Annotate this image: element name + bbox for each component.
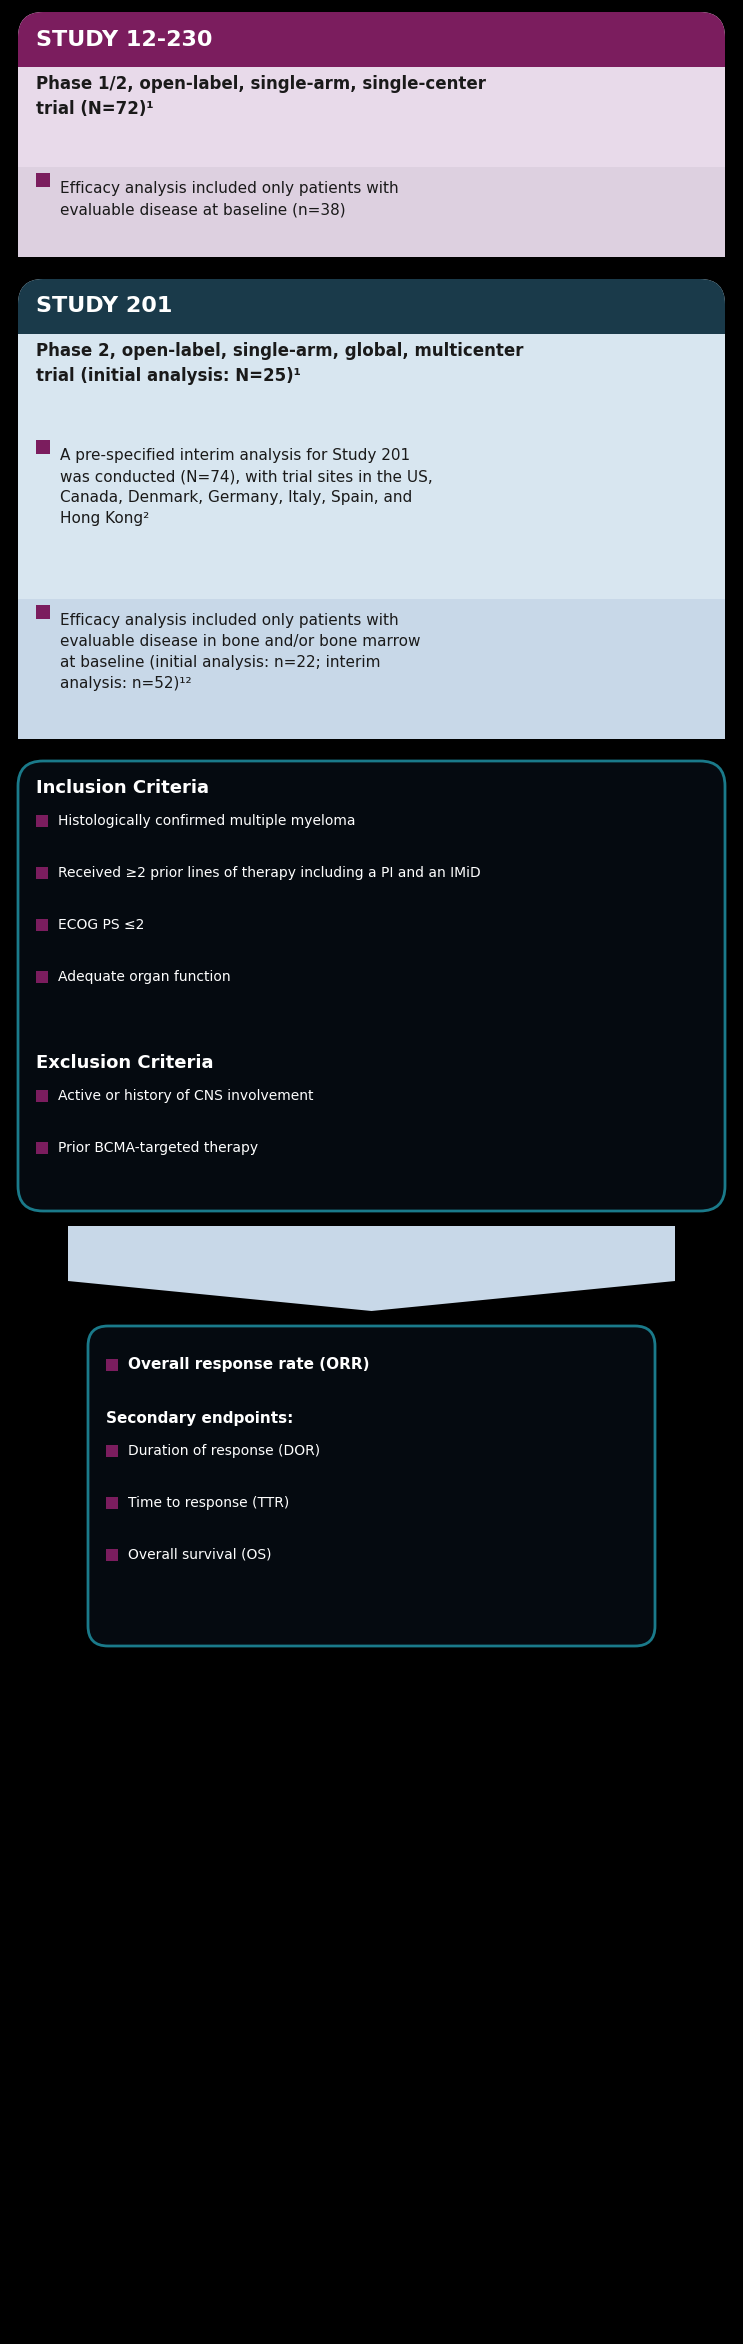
FancyBboxPatch shape	[18, 166, 725, 258]
Text: Efficacy analysis included only patients with
evaluable disease at baseline (n=3: Efficacy analysis included only patients…	[60, 180, 399, 218]
Bar	[36, 441, 50, 455]
Text: Efficacy analysis included only patients with
evaluable disease in bone and/or b: Efficacy analysis included only patients…	[60, 614, 421, 691]
Text: Exclusion Criteria: Exclusion Criteria	[36, 1055, 213, 1071]
Bar	[106, 1498, 118, 1510]
Text: STUDY 12-230: STUDY 12-230	[36, 30, 212, 49]
Text: A pre-specified interim analysis for Study 201
was conducted (N=74), with trial : A pre-specified interim analysis for Stu…	[60, 448, 432, 525]
FancyBboxPatch shape	[18, 279, 725, 738]
Bar	[106, 1549, 118, 1561]
FancyBboxPatch shape	[18, 762, 725, 1212]
FancyBboxPatch shape	[18, 333, 725, 738]
FancyBboxPatch shape	[18, 434, 725, 600]
FancyBboxPatch shape	[18, 279, 725, 738]
Bar	[36, 605, 50, 619]
Text: STUDY 201: STUDY 201	[36, 295, 172, 316]
Bar	[36, 173, 50, 188]
FancyBboxPatch shape	[18, 600, 725, 738]
Text: Histologically confirmed multiple myeloma: Histologically confirmed multiple myelom…	[58, 813, 355, 827]
FancyBboxPatch shape	[18, 12, 725, 258]
Text: Adequate organ function: Adequate organ function	[58, 970, 230, 984]
Text: Received ≥2 prior lines of therapy including a PI and an IMiD: Received ≥2 prior lines of therapy inclu…	[58, 865, 481, 879]
Text: Time to response (TTR): Time to response (TTR)	[128, 1495, 289, 1510]
Bar	[106, 1444, 118, 1458]
Text: Active or history of CNS involvement: Active or history of CNS involvement	[58, 1090, 314, 1104]
Text: ECOG PS ≤2: ECOG PS ≤2	[58, 919, 144, 933]
Bar	[36, 816, 48, 827]
Bar	[106, 1360, 118, 1371]
Bar	[36, 919, 48, 931]
Text: Overall survival (OS): Overall survival (OS)	[128, 1547, 271, 1561]
FancyBboxPatch shape	[18, 12, 725, 258]
Bar	[36, 1090, 48, 1102]
Text: Overall response rate (ORR): Overall response rate (ORR)	[128, 1357, 369, 1374]
Text: Phase 2, open-label, single-arm, global, multicenter
trial (initial analysis: N=: Phase 2, open-label, single-arm, global,…	[36, 342, 524, 384]
Text: Duration of response (DOR): Duration of response (DOR)	[128, 1444, 320, 1458]
Text: Inclusion Criteria: Inclusion Criteria	[36, 778, 209, 797]
Text: Prior BCMA-targeted therapy: Prior BCMA-targeted therapy	[58, 1142, 258, 1156]
Text: Secondary endpoints:: Secondary endpoints:	[106, 1411, 293, 1425]
Bar	[36, 867, 48, 879]
Bar	[36, 1142, 48, 1153]
FancyBboxPatch shape	[18, 68, 725, 258]
Polygon shape	[68, 1226, 675, 1310]
Bar	[36, 970, 48, 982]
Text: Phase 1/2, open-label, single-arm, single-center
trial (N=72)¹: Phase 1/2, open-label, single-arm, singl…	[36, 75, 486, 117]
FancyBboxPatch shape	[88, 1327, 655, 1645]
